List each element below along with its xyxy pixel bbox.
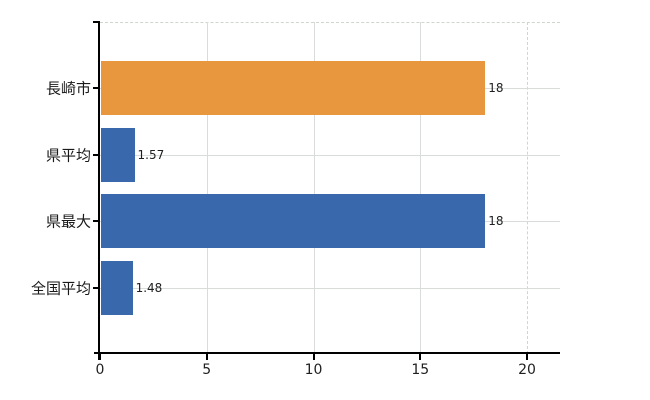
bar-value-label: 18 [488,214,504,229]
y-axis-top-tick [93,21,100,23]
y-axis-line [98,22,100,360]
y-axis-tick [93,286,100,289]
bar-value-label: 18 [488,81,504,96]
x-gridline [206,22,208,354]
plot-top-border [100,22,560,23]
x-axis-tick [99,354,101,360]
y-axis-category-label: 県最大 [45,212,91,231]
bar [101,194,486,249]
x-axis-tick-label: 10 [304,362,323,378]
x-gridline [420,22,422,354]
bar-value-label: 1.48 [135,280,163,295]
x-axis-tick-label: 20 [518,362,536,378]
y-axis-category-label: 全国平均 [30,279,91,298]
bar [101,61,486,116]
bar-value-label: 1.57 [137,147,165,162]
x-axis-tick [419,354,422,360]
x-axis-tick [205,354,208,360]
y-gridline [100,287,560,289]
x-axis-line [94,352,560,354]
y-axis-tick [93,220,100,223]
x-gridline [527,22,528,354]
y-axis-category-label: 県平均 [45,146,91,165]
x-axis-tick [312,354,315,360]
x-axis-tick-label: 15 [411,362,430,378]
y-gridline [100,154,560,156]
x-axis-tick-label: 5 [202,362,212,378]
y-axis-tick [93,153,100,156]
y-axis-category-label: 長崎市 [45,79,91,98]
x-gridline [313,22,315,354]
x-axis-tick-label: 0 [95,362,105,378]
bar [101,127,135,182]
bar [101,260,133,315]
y-axis-tick [93,87,100,90]
x-axis-tick [526,354,528,360]
